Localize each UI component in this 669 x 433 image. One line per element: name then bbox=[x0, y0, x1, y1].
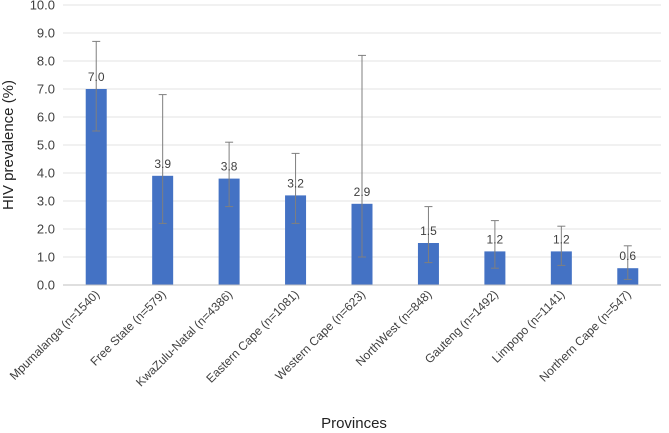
bar bbox=[218, 178, 240, 285]
y-axis-label: HIV prevalence (%) bbox=[0, 80, 17, 210]
bar bbox=[285, 195, 307, 285]
x-axis-ticks: Mpumalanga (n=1540)Free State (n=579)Kwa… bbox=[7, 287, 634, 389]
data-label: 2.9 bbox=[354, 185, 371, 199]
error-bar bbox=[557, 225, 566, 266]
y-tick-label: 0.0 bbox=[37, 278, 55, 293]
y-axis-ticks: 0.0 1.0 2.0 3.0 4.0 5.0 6.0 7.0 8.0 9.0 10.0 bbox=[30, 0, 55, 293]
x-tick-label: Limpopo (n=1141) bbox=[489, 287, 567, 365]
data-label: 3.8 bbox=[221, 160, 238, 174]
y-tick-label: 3.0 bbox=[37, 194, 55, 209]
y-tick-label: 1.0 bbox=[37, 250, 55, 265]
data-label: 7.0 bbox=[88, 70, 105, 84]
bars bbox=[85, 89, 639, 285]
error-bar bbox=[623, 245, 632, 280]
x-axis-label: Provinces bbox=[321, 415, 387, 432]
error-bar bbox=[291, 152, 300, 224]
data-label: 3.9 bbox=[154, 157, 171, 171]
error-bar bbox=[490, 220, 499, 269]
error-bar bbox=[158, 94, 167, 224]
bar bbox=[85, 89, 107, 285]
bar bbox=[152, 175, 174, 285]
data-label: 3.2 bbox=[287, 176, 304, 190]
y-tick-label: 8.0 bbox=[37, 54, 55, 69]
y-tick-label: 7.0 bbox=[37, 82, 55, 97]
bar bbox=[550, 251, 572, 285]
y-tick-label: 2.0 bbox=[37, 222, 55, 237]
y-tick-label: 6.0 bbox=[37, 110, 55, 125]
data-label: 1.2 bbox=[487, 232, 504, 246]
data-labels: 7.0 3.9 3.8 3.2 2.9 1.5 1.2 1.2 0.6 bbox=[88, 70, 637, 263]
error-bar bbox=[225, 141, 234, 208]
data-label: 1.2 bbox=[553, 232, 570, 246]
y-tick-label: 10.0 bbox=[30, 0, 55, 13]
x-tick-label: Mpumalanga (n=1540) bbox=[7, 287, 103, 383]
y-tick-label: 9.0 bbox=[37, 26, 55, 41]
y-tick-label: 5.0 bbox=[37, 138, 55, 153]
data-label: 0.6 bbox=[619, 249, 636, 263]
error-bar bbox=[358, 54, 366, 258]
error-bar bbox=[424, 206, 433, 264]
data-label: 1.5 bbox=[420, 224, 437, 238]
bar bbox=[417, 243, 439, 285]
error-bars bbox=[92, 40, 632, 280]
y-tick-label: 4.0 bbox=[37, 166, 55, 181]
error-bar bbox=[92, 40, 101, 132]
